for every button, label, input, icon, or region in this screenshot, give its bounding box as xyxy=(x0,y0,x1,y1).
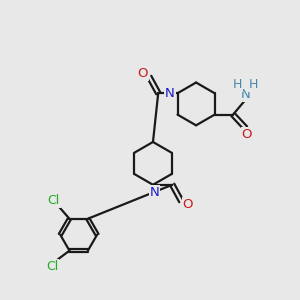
Text: N: N xyxy=(241,88,250,101)
Text: Cl: Cl xyxy=(48,194,60,207)
Text: O: O xyxy=(182,198,193,211)
Text: N: N xyxy=(150,186,159,199)
Text: N: N xyxy=(165,87,175,100)
Text: O: O xyxy=(137,68,148,80)
Text: H: H xyxy=(232,78,242,91)
Text: H: H xyxy=(249,78,259,91)
Text: Cl: Cl xyxy=(46,260,58,273)
Text: O: O xyxy=(242,128,252,141)
